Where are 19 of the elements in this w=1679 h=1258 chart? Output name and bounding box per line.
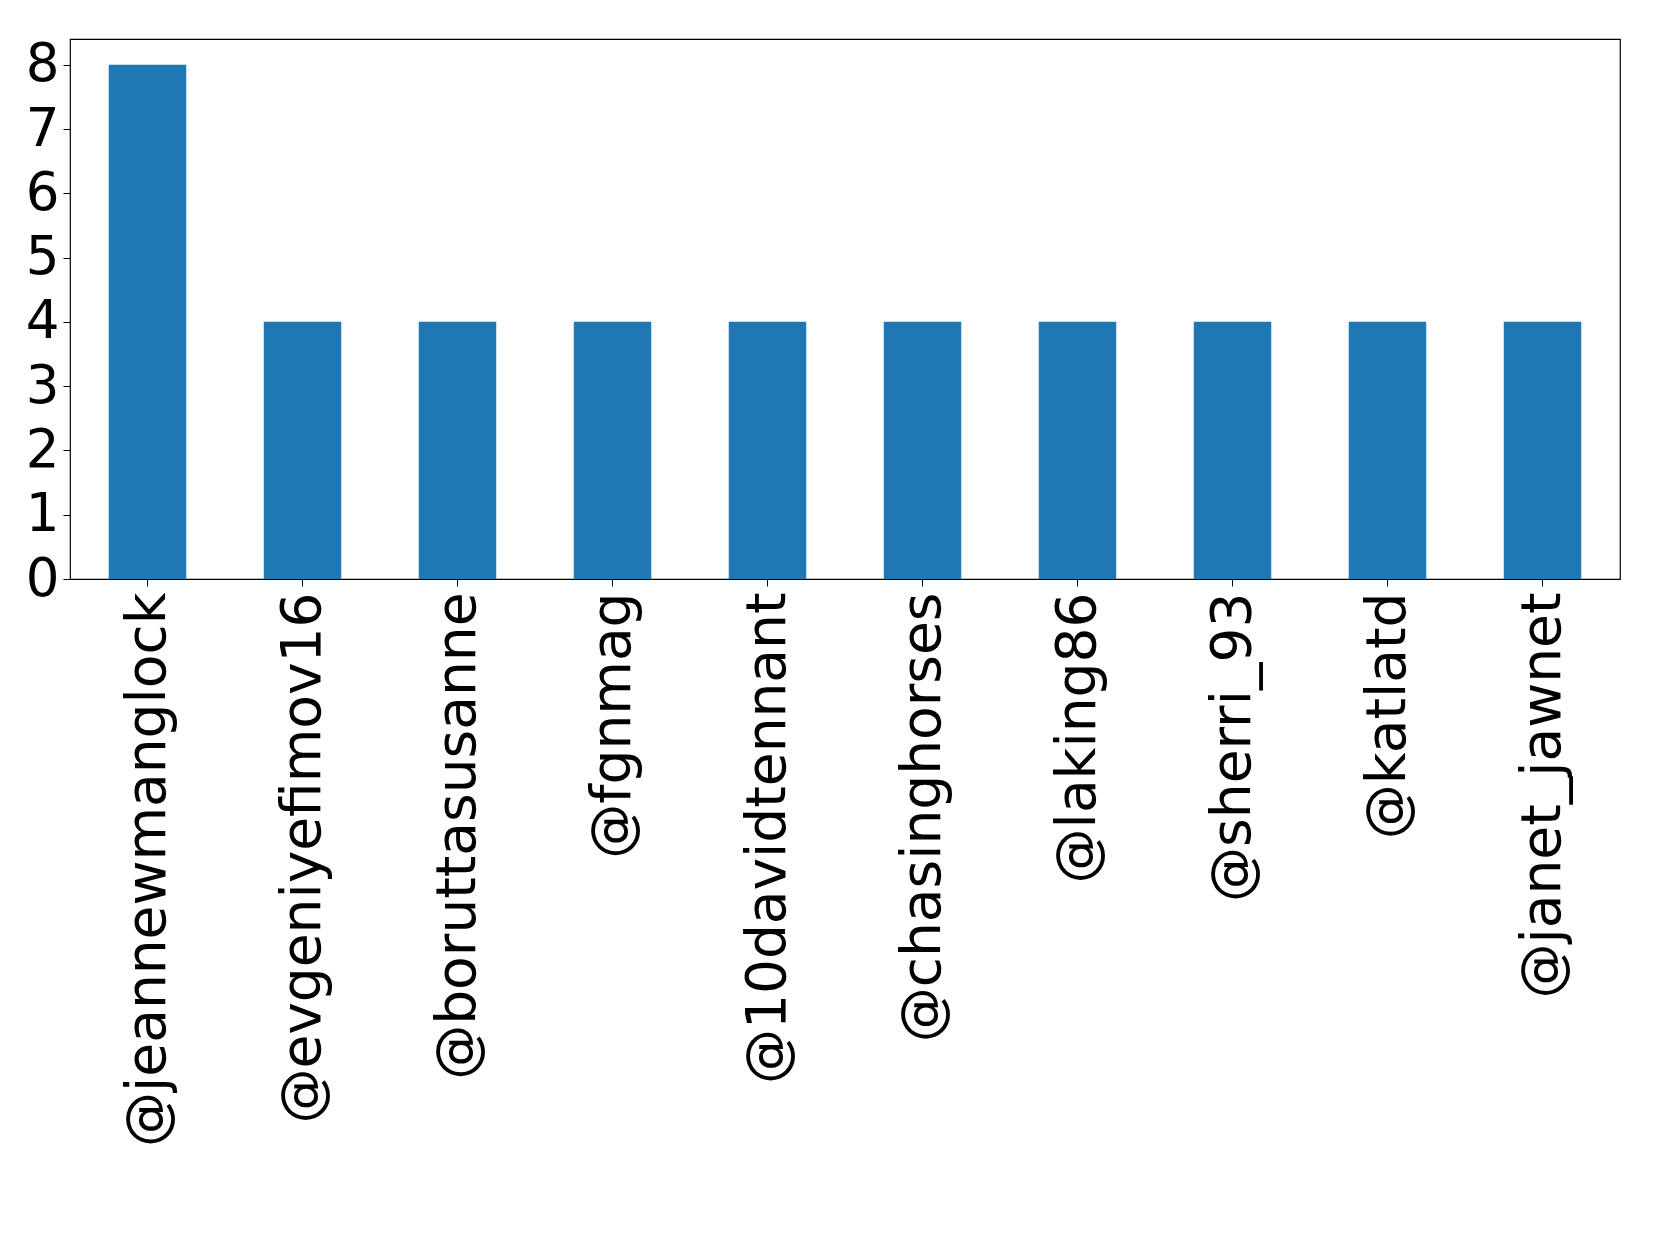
y-tick-label: 4 bbox=[25, 289, 60, 351]
x-tick-label: @sherri_93 bbox=[1198, 592, 1263, 902]
x-tick-label: @laking86 bbox=[1043, 592, 1108, 884]
y-tick-label: 2 bbox=[25, 417, 60, 479]
x-tick-label: @boruttasusanne bbox=[423, 592, 488, 1080]
x-tick-label: @10davidtennant bbox=[733, 592, 798, 1085]
y-tick-label: 0 bbox=[25, 546, 60, 608]
y-tick-label: 6 bbox=[25, 160, 60, 222]
y-tick-label: 8 bbox=[25, 32, 60, 94]
x-tick-label: @fgnmag bbox=[578, 592, 643, 859]
x-tick-label: @evgeniyefimov16 bbox=[268, 592, 333, 1124]
y-tick-label: 1 bbox=[25, 482, 60, 544]
x-tick-label: @jeannewmanglock bbox=[113, 592, 178, 1147]
y-tick-label: 3 bbox=[25, 353, 60, 415]
x-tick-label: @janet_jawnet bbox=[1508, 592, 1573, 999]
y-tick-label: 7 bbox=[25, 96, 60, 158]
x-tick-label: @chasinghorses bbox=[888, 592, 953, 1043]
x-tick-label: @katlatd bbox=[1353, 592, 1418, 840]
y-tick-label: 5 bbox=[25, 225, 60, 287]
